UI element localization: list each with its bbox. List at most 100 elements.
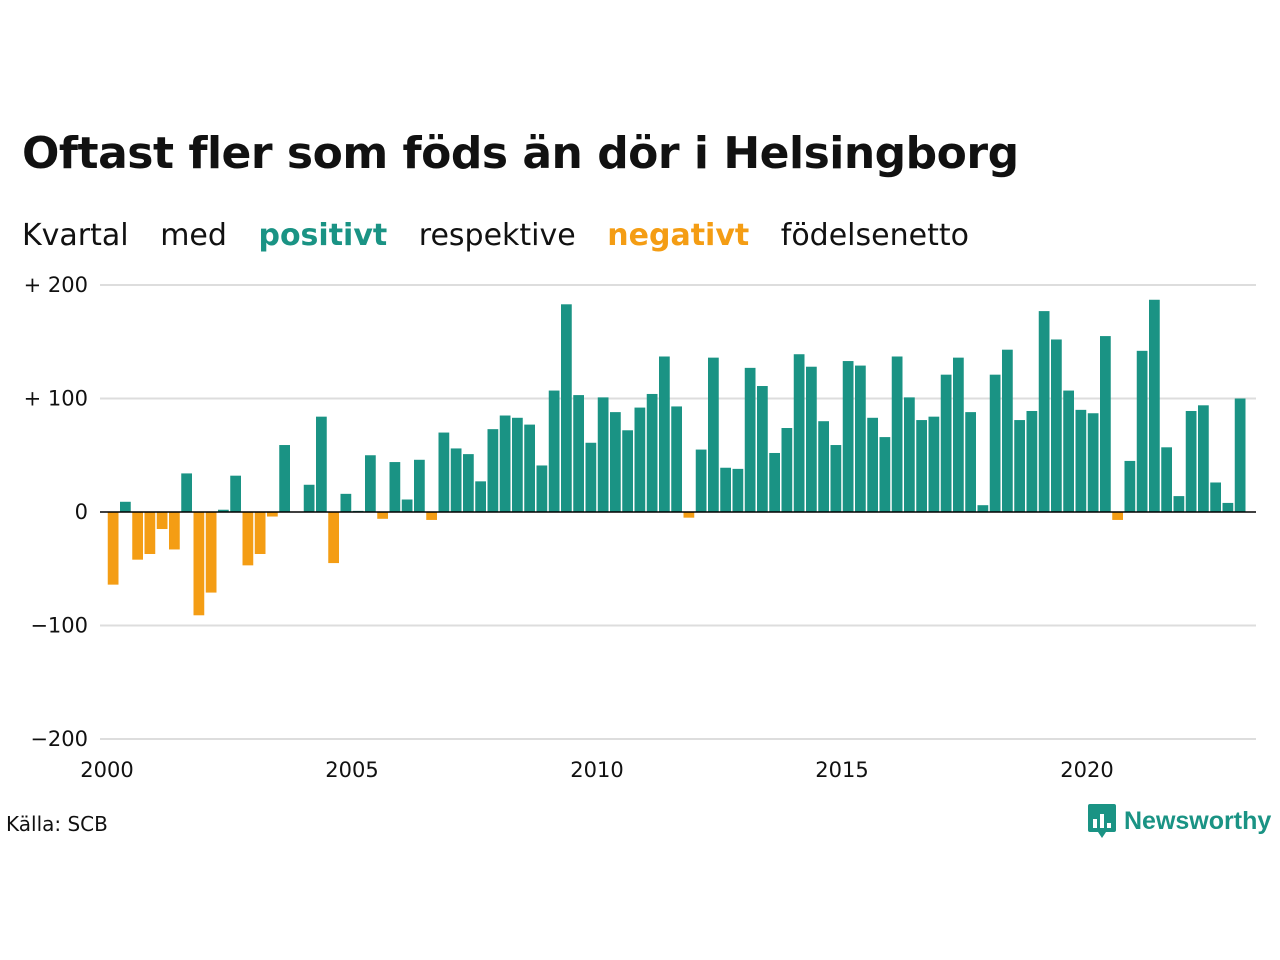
bar: [1063, 390, 1074, 512]
bar: [891, 356, 903, 512]
bar: [683, 512, 695, 518]
bar: [585, 442, 597, 512]
bar: [205, 512, 217, 593]
bar: [230, 475, 241, 512]
bar: [965, 412, 976, 512]
bar: [977, 505, 989, 512]
bar: [646, 393, 658, 512]
bar: [793, 354, 805, 512]
bar: [303, 484, 315, 512]
bar-chart-bubble-icon: [1088, 804, 1116, 838]
bar: [254, 512, 266, 554]
bar: [720, 467, 731, 512]
bar: [340, 493, 352, 512]
bar: [769, 452, 780, 512]
bar: [279, 445, 290, 512]
bar: [1026, 410, 1038, 512]
x-tick-label: 2005: [325, 758, 378, 782]
bar: [193, 512, 205, 616]
bar-chart: + 200 + 100 0 −100 −200 2000 2005 2010 2015 2020: [24, 273, 1256, 782]
bar: [1161, 447, 1172, 512]
bar: [1087, 413, 1099, 512]
bar: [732, 468, 744, 512]
bar: [1210, 482, 1221, 512]
subtitle-word-quarter: Kvartal: [22, 218, 129, 253]
bar: [512, 417, 523, 512]
bar: [548, 390, 560, 512]
bar: [671, 406, 682, 512]
bar: [830, 445, 842, 512]
bar: [524, 424, 535, 512]
bar: [536, 465, 548, 512]
bar: [463, 454, 474, 512]
bars: [107, 299, 1246, 616]
bar: [365, 455, 376, 512]
y-tick-label: −200: [30, 727, 88, 751]
y-tick-label: + 100: [24, 387, 88, 411]
bar: [610, 412, 621, 512]
bar: [169, 512, 180, 550]
chart-title: Oftast fler som föds än dör i Helsingbor…: [22, 128, 1019, 179]
bar: [181, 473, 192, 512]
bar: [389, 462, 401, 512]
x-tick-label: 2000: [80, 758, 133, 782]
bar: [475, 481, 486, 512]
bar: [1124, 460, 1136, 512]
source-label: Källa: SCB: [6, 812, 108, 836]
bar: [757, 386, 768, 512]
bar: [316, 416, 327, 512]
bar: [218, 509, 229, 512]
bar: [401, 499, 413, 512]
bar: [1100, 336, 1111, 513]
bar: [855, 365, 866, 512]
bar: [1014, 420, 1025, 512]
bar: [573, 395, 584, 512]
bar: [450, 448, 462, 512]
bar: [622, 430, 633, 512]
subtitle-word-with: med: [160, 218, 227, 253]
bar: [1173, 496, 1185, 512]
bar: [438, 432, 450, 512]
bar: [916, 420, 927, 512]
subtitle-positive: positivt: [258, 218, 388, 253]
y-tick-label: + 200: [24, 273, 88, 297]
bar: [156, 512, 168, 530]
bar: [144, 512, 156, 554]
bar: [1051, 339, 1062, 512]
bar: [867, 417, 878, 512]
logo-text: Newsworthy: [1124, 806, 1272, 835]
bar: [1149, 299, 1160, 513]
bar: [597, 397, 609, 512]
bar: [1234, 398, 1246, 512]
bar: [1112, 512, 1123, 520]
bar: [132, 512, 143, 560]
subtitle-word-respectively: respektive: [418, 218, 576, 253]
bar: [1038, 311, 1050, 512]
newsworthy-logo: Newsworthy: [1088, 804, 1271, 838]
bar: [879, 437, 891, 512]
x-tick-label: 2015: [815, 758, 868, 782]
bar: [107, 512, 119, 585]
bar: [1136, 350, 1148, 512]
bar: [242, 512, 254, 566]
bar: [634, 407, 646, 512]
bar: [561, 304, 572, 512]
bar: [499, 415, 511, 512]
bar: [426, 512, 437, 520]
bar: [953, 357, 964, 512]
bar: [989, 374, 1001, 512]
bar: [414, 459, 425, 512]
bar: [328, 512, 339, 564]
x-tick-label: 2020: [1060, 758, 1113, 782]
bar: [1198, 405, 1209, 512]
bar: [695, 449, 707, 512]
bar: [659, 356, 670, 512]
bar: [842, 361, 854, 512]
bar: [708, 357, 719, 512]
bar: [1222, 502, 1234, 512]
bar: [940, 374, 952, 512]
bar: [267, 512, 278, 517]
axes: + 200 + 100 0 −100 −200 2000 2005 2010 2015 2020: [24, 273, 1256, 782]
bar: [904, 397, 915, 512]
bar: [1185, 410, 1197, 512]
